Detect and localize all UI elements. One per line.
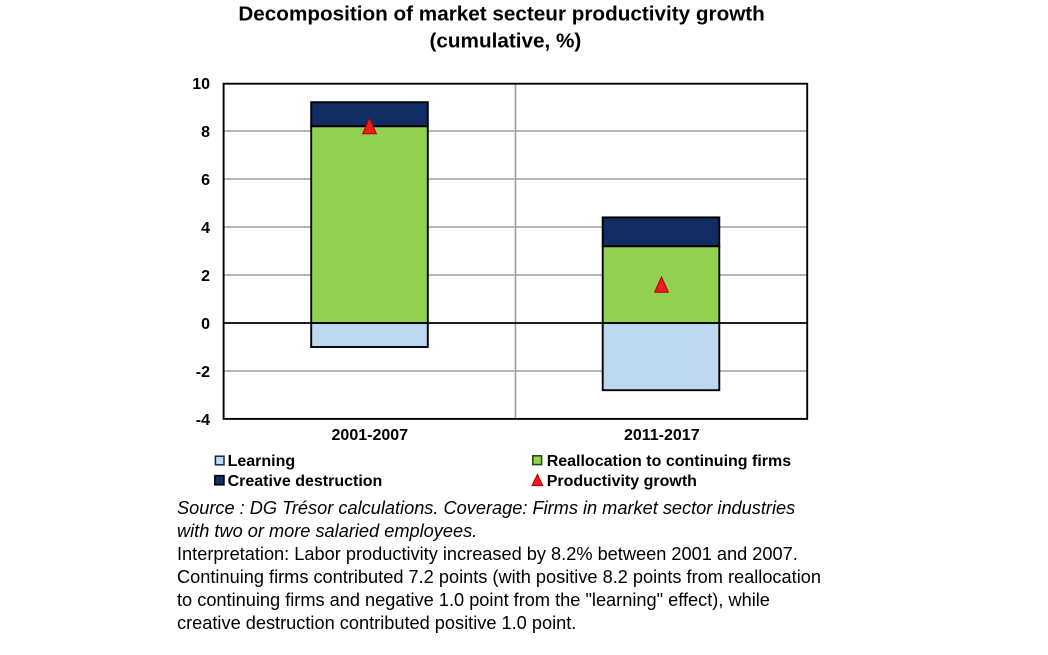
svg-text:with two or more salaried empl: with two or more salaried employees. (177, 521, 477, 541)
svg-text:6: 6 (201, 172, 210, 189)
svg-text:to continuing firms and negati: to continuing firms and negative 1.0 poi… (177, 590, 770, 610)
svg-text:Continuing firms contributed 7: Continuing firms contributed 7.2 points … (177, 567, 821, 587)
svg-text:Creative destruction: Creative destruction (228, 473, 383, 490)
svg-text:Decomposition of market secteu: Decomposition of market secteur producti… (238, 3, 764, 26)
svg-text:Learning: Learning (228, 453, 296, 470)
svg-text:2001-2007: 2001-2007 (332, 427, 409, 444)
svg-text:Productivity growth: Productivity growth (547, 473, 697, 490)
svg-text:Interpretation: Labor producti: Interpretation: Labor productivity incre… (177, 544, 798, 564)
svg-text:0: 0 (201, 316, 210, 333)
svg-text:4: 4 (201, 220, 210, 237)
svg-text:Reallocation to continuing fir: Reallocation to continuing firms (547, 453, 792, 470)
svg-text:2011-2017: 2011-2017 (624, 427, 700, 444)
svg-text:2: 2 (201, 268, 210, 285)
svg-text:creative destruction contribut: creative destruction contributed positiv… (177, 613, 576, 633)
svg-text:-2: -2 (196, 364, 210, 381)
svg-text:8: 8 (201, 124, 210, 141)
svg-text:(cumulative, %): (cumulative, %) (430, 30, 582, 53)
svg-text:-4: -4 (196, 412, 210, 429)
svg-text:Source : DG Trésor calculation: Source : DG Trésor calculations. Coverag… (177, 498, 795, 518)
svg-text:10: 10 (192, 76, 210, 93)
